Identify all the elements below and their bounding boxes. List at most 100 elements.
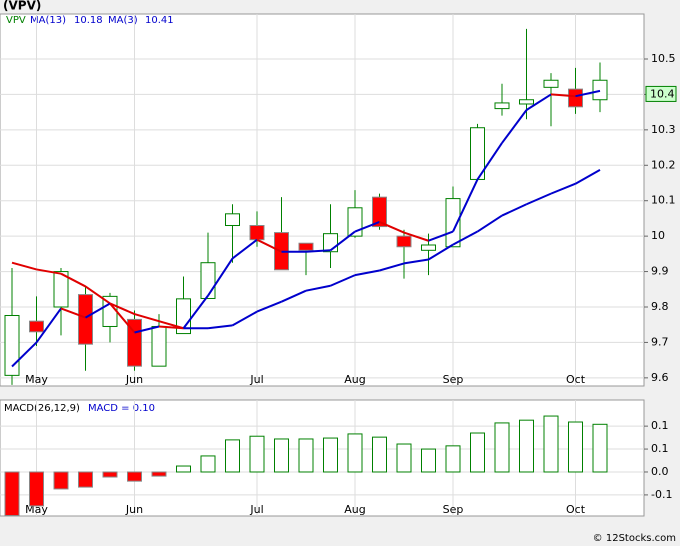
macd-bar	[421, 448, 436, 473]
macd-bar	[151, 471, 167, 477]
ma-segment	[231, 238, 258, 260]
last-price: 10.4	[650, 87, 675, 100]
ma-segment	[11, 341, 38, 368]
ma-segment	[428, 230, 454, 242]
candle-body	[249, 225, 265, 241]
x-tick-label: Aug	[344, 373, 365, 386]
candle-body	[225, 213, 240, 227]
candle-body	[29, 320, 44, 333]
last-price-box	[645, 85, 677, 102]
macd-bar	[249, 435, 265, 473]
macd-bar	[4, 471, 20, 517]
candle-body	[494, 102, 510, 110]
macd-bar	[494, 422, 510, 473]
candle-body	[519, 99, 534, 105]
candle-body	[347, 207, 363, 237]
ma-segment	[60, 307, 86, 319]
y-tick-label: 10.1	[651, 194, 676, 207]
candle-body	[568, 88, 583, 108]
macd-bar	[102, 471, 118, 478]
candle-body	[543, 79, 559, 88]
macd-bar	[592, 423, 608, 473]
candle-body	[151, 325, 167, 367]
macd-bar	[78, 471, 93, 488]
x-tick-label: Sep	[443, 503, 464, 516]
ma-segment	[256, 300, 282, 313]
macd-bar	[445, 445, 461, 473]
x-tick-label: Oct	[566, 503, 586, 516]
candle-body	[78, 294, 93, 345]
ma-segment	[476, 214, 503, 233]
chart-title: (VPV)	[3, 0, 41, 13]
ma-segment	[403, 231, 429, 242]
y-tick-label: 9.9	[651, 265, 669, 278]
footer: © 12Stocks.com	[593, 533, 676, 544]
macd-title: MACD(26,12,9)	[4, 403, 80, 414]
y-tick-label: 10.5	[651, 52, 676, 65]
x-tick-label: Jun	[125, 373, 143, 386]
y-tick-label: 9.7	[651, 335, 669, 348]
macd-bar	[519, 419, 534, 473]
y-tick-label: -0.1	[651, 488, 672, 501]
macd-bar	[323, 437, 338, 473]
x-tick-label: Jun	[125, 503, 143, 516]
legend-ma13: MA(13)	[30, 15, 66, 26]
macd-value: MACD = 0.10	[88, 403, 155, 414]
candle-body	[372, 196, 387, 228]
macd-bar	[176, 465, 191, 473]
ma-segment	[379, 262, 405, 272]
ma-segment	[35, 307, 62, 344]
ma-segment	[354, 269, 380, 277]
candle-body	[4, 314, 20, 376]
ma-segment	[281, 289, 307, 303]
ma-segment	[134, 325, 160, 334]
ma-segment	[550, 93, 576, 98]
candle-body	[396, 235, 412, 248]
x-tick-label: Oct	[566, 373, 586, 386]
macd-bar	[29, 471, 44, 507]
ma-segment	[452, 230, 478, 246]
macd-bar	[53, 471, 69, 490]
y-tick-label: 9.8	[651, 300, 669, 313]
candle-body	[53, 271, 69, 308]
legend-ma3: MA(3)	[108, 15, 138, 26]
ma-segment	[329, 230, 356, 252]
y-tick-label: 9.6	[651, 371, 669, 384]
ma-segment	[354, 221, 380, 233]
x-tick-label: May	[25, 373, 48, 386]
ma-segment	[11, 261, 37, 271]
macd-bar	[372, 436, 387, 473]
ma-segment	[305, 284, 331, 292]
macd-bar	[200, 455, 216, 473]
candle-body	[421, 244, 436, 251]
ma-segment	[207, 324, 233, 330]
ma-segment	[550, 182, 576, 195]
ma-segment	[526, 192, 552, 206]
ma-segment	[84, 302, 111, 319]
ma-segment	[232, 310, 258, 327]
macd-bar	[470, 432, 485, 473]
legend-ma13-value: 10.18	[74, 15, 103, 26]
legend-ma3-value: 10.41	[145, 15, 174, 26]
ma-segment	[452, 179, 479, 232]
macd-bar	[225, 439, 240, 473]
price-panel	[0, 13, 645, 387]
x-tick-label: Aug	[344, 503, 365, 516]
macd-panel	[0, 399, 645, 517]
macd-bar	[298, 438, 314, 473]
ma-segment	[158, 325, 184, 330]
ma-segment	[330, 274, 356, 287]
ma-segment	[501, 203, 527, 217]
y-tick-label: 0.1	[651, 419, 669, 432]
ma-segment	[207, 257, 234, 297]
x-tick-label: Jul	[249, 503, 263, 516]
ma-segment	[305, 249, 331, 253]
y-tick-label: 10.2	[651, 158, 676, 171]
macd-bar	[543, 415, 559, 473]
macd-bar	[396, 443, 412, 473]
ma-segment	[109, 302, 136, 334]
ma-segment	[525, 93, 552, 111]
ma-segment	[575, 169, 601, 185]
candle-body	[298, 242, 314, 251]
